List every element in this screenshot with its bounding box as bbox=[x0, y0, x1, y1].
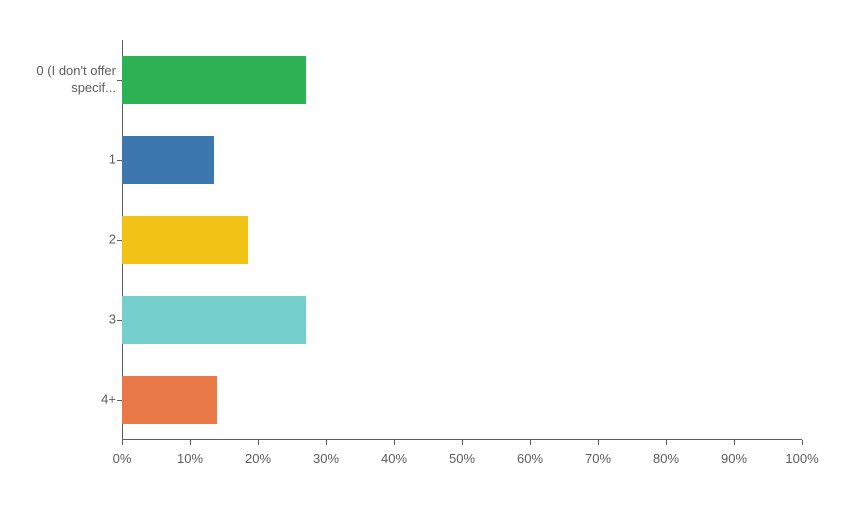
x-tick-label: 20% bbox=[245, 451, 271, 466]
x-tick bbox=[802, 440, 803, 445]
y-tick bbox=[117, 80, 122, 81]
x-tick-label: 90% bbox=[721, 451, 747, 466]
y-category-label: 3 bbox=[109, 312, 116, 329]
y-tick bbox=[117, 240, 122, 241]
x-tick bbox=[326, 440, 327, 445]
x-tick bbox=[734, 440, 735, 445]
x-tick-label: 100% bbox=[785, 451, 818, 466]
bar bbox=[122, 56, 306, 104]
bar bbox=[122, 216, 248, 264]
y-tick bbox=[117, 320, 122, 321]
x-tick-label: 30% bbox=[313, 451, 339, 466]
bar bbox=[122, 376, 217, 424]
x-tick-label: 60% bbox=[517, 451, 543, 466]
x-tick bbox=[258, 440, 259, 445]
x-tick bbox=[394, 440, 395, 445]
x-tick-label: 40% bbox=[381, 451, 407, 466]
y-category-label: 4+ bbox=[101, 392, 116, 409]
x-tick-label: 10% bbox=[177, 451, 203, 466]
x-tick bbox=[530, 440, 531, 445]
x-tick-label: 70% bbox=[585, 451, 611, 466]
x-tick bbox=[598, 440, 599, 445]
bar bbox=[122, 296, 306, 344]
x-tick bbox=[462, 440, 463, 445]
y-category-label: 0 (I don't offer specif... bbox=[22, 63, 116, 97]
x-tick bbox=[190, 440, 191, 445]
plot-area: 0%10%20%30%40%50%60%70%80%90%100% bbox=[122, 40, 802, 440]
x-tick-label: 50% bbox=[449, 451, 475, 466]
y-category-label: 1 bbox=[109, 152, 116, 169]
y-tick bbox=[117, 400, 122, 401]
x-tick bbox=[122, 440, 123, 445]
x-tick-label: 80% bbox=[653, 451, 679, 466]
x-tick-label: 0% bbox=[113, 451, 132, 466]
y-category-label: 2 bbox=[109, 232, 116, 249]
bar bbox=[122, 136, 214, 184]
y-tick bbox=[117, 160, 122, 161]
bar-chart: 0%10%20%30%40%50%60%70%80%90%100% 0 (I d… bbox=[20, 40, 836, 480]
x-tick bbox=[666, 440, 667, 445]
